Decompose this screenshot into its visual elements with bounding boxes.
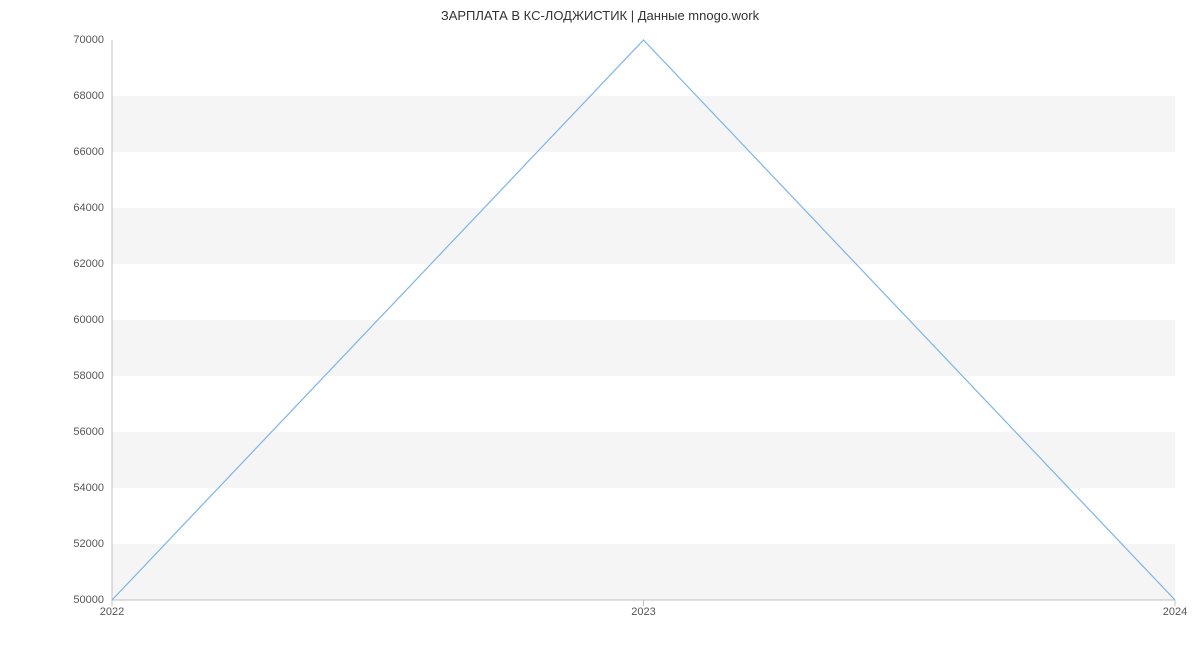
x-tick-label: 2024 bbox=[1163, 606, 1187, 618]
y-tick-label: 66000 bbox=[73, 146, 104, 158]
y-tick-label: 60000 bbox=[73, 314, 104, 326]
plot-area: 5000052000540005600058000600006200064000… bbox=[112, 40, 1175, 600]
y-tick-label: 52000 bbox=[73, 538, 104, 550]
x-tick-label: 2022 bbox=[100, 606, 124, 618]
y-tick-label: 56000 bbox=[73, 426, 104, 438]
y-tick-label: 70000 bbox=[73, 34, 104, 46]
x-tick-label: 2023 bbox=[631, 606, 655, 618]
y-tick-label: 50000 bbox=[73, 594, 104, 606]
y-tick-label: 68000 bbox=[73, 90, 104, 102]
chart-title: ЗАРПЛАТА В КС-ЛОДЖИСТИК | Данные mnogo.w… bbox=[0, 8, 1200, 23]
salary-line-chart: ЗАРПЛАТА В КС-ЛОДЖИСТИК | Данные mnogo.w… bbox=[0, 0, 1200, 650]
series-salary bbox=[112, 40, 1175, 600]
y-tick-label: 54000 bbox=[73, 482, 104, 494]
line-series-svg bbox=[112, 40, 1175, 600]
y-tick-label: 64000 bbox=[73, 202, 104, 214]
y-tick-label: 58000 bbox=[73, 370, 104, 382]
y-tick-label: 62000 bbox=[73, 258, 104, 270]
